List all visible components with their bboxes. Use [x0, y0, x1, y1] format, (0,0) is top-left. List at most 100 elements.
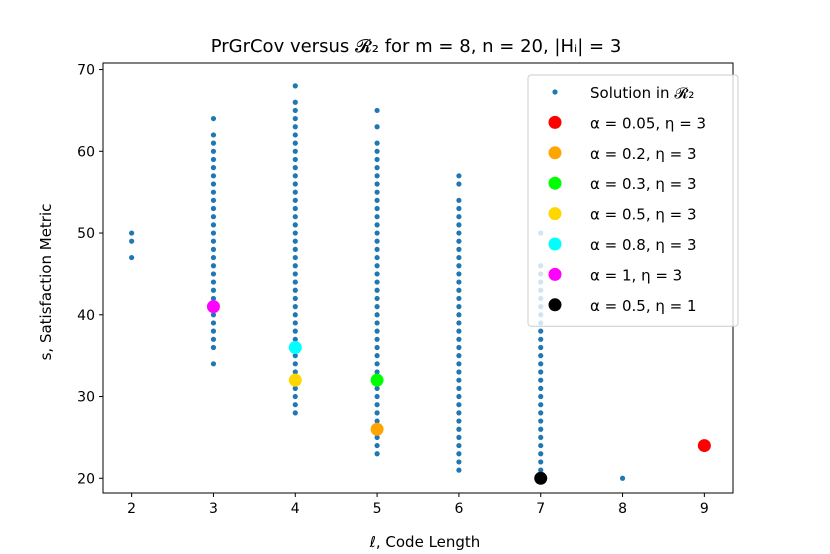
solution-point [374, 442, 380, 449]
solution-point [292, 197, 298, 203]
solution-point [456, 467, 462, 473]
solution-point [292, 107, 298, 114]
solution-point [456, 304, 462, 310]
solution-point [292, 295, 298, 302]
solution-point [456, 353, 462, 359]
legend: Solution in 𝓡₂ α = 0.05, η = 3 α = 0.2, η … [527, 74, 739, 327]
solution-point [292, 304, 298, 310]
solution-point [374, 410, 380, 416]
solution-point [210, 320, 217, 326]
solution-point [374, 107, 380, 114]
solution-point [210, 361, 217, 367]
solution-point [538, 426, 544, 432]
solution-point [456, 222, 462, 228]
solution-point [292, 238, 298, 244]
solution-point [210, 156, 217, 163]
solution-point [210, 140, 217, 146]
x-tick-label: 4 [291, 501, 300, 517]
solution-point [292, 385, 298, 391]
x-tick-label: 6 [454, 501, 463, 517]
solution-point [210, 263, 217, 269]
solution-point [456, 410, 462, 416]
solution-point [456, 361, 462, 367]
solution-point [456, 418, 462, 424]
solution-point [210, 238, 217, 244]
solution-point [292, 156, 298, 163]
solution-point [292, 230, 298, 236]
highlight-point [370, 373, 384, 387]
solution-point [374, 254, 380, 261]
x-tick-label: 5 [373, 501, 382, 517]
solution-point [456, 451, 462, 457]
highlight-point [206, 300, 220, 314]
solution-point [292, 246, 298, 252]
solution-point [292, 402, 298, 408]
solution-point [538, 336, 544, 342]
axis-ticks: 2 3 4 5 6 7 8 9 20 30 40 50 60 70 [77, 63, 709, 517]
solution-point [292, 214, 298, 220]
solution-point [374, 385, 380, 391]
solution-point [292, 165, 298, 171]
solution-point [374, 238, 380, 244]
solution-point [538, 418, 544, 424]
y-tick-label: 50 [77, 226, 95, 242]
solution-point [538, 369, 544, 375]
legend-label: α = 0.3, η = 3 [590, 175, 697, 193]
solution-point [374, 148, 380, 154]
legend-label: α = 0.5, η = 1 [590, 297, 697, 315]
solution-point [456, 336, 462, 342]
solution-point [456, 279, 462, 285]
solution-point [538, 434, 544, 441]
solution-point [292, 189, 298, 195]
solution-point [538, 393, 544, 400]
solution-point [456, 434, 462, 441]
solution-point [456, 402, 462, 408]
solution-point [456, 230, 462, 236]
solution-point [374, 124, 380, 130]
x-tick-label: 2 [127, 501, 136, 517]
solution-point [456, 181, 462, 187]
solution-point [456, 271, 462, 277]
solution-point [210, 295, 217, 302]
solution-point [210, 132, 217, 138]
solution-point [210, 287, 217, 293]
solution-point [129, 238, 135, 244]
solution-point [210, 115, 217, 122]
solution-point [456, 287, 462, 293]
legend-marker [548, 146, 562, 160]
y-tick-label: 40 [77, 308, 95, 324]
x-tick-label: 9 [700, 501, 709, 517]
solution-point [129, 254, 135, 261]
legend-marker [548, 115, 562, 129]
solution-point [210, 336, 217, 342]
legend-label: α = 0.2, η = 3 [590, 145, 697, 163]
solution-point [538, 451, 544, 457]
solution-point [210, 312, 217, 318]
solution-point [292, 312, 298, 318]
solution-point [456, 459, 462, 465]
solution-point [374, 214, 380, 220]
solution-point [292, 279, 298, 285]
solution-point [538, 410, 544, 416]
solution-point [374, 222, 380, 228]
data-points [129, 83, 711, 485]
solution-point [456, 197, 462, 203]
legend-label: α = 1, η = 3 [590, 266, 682, 284]
solution-point [292, 181, 298, 187]
solution-point [292, 99, 298, 105]
solution-point [210, 214, 217, 220]
solution-point [374, 173, 380, 179]
legend-label: α = 0.5, η = 3 [590, 206, 697, 224]
solution-point [374, 344, 380, 351]
solution-point [456, 320, 462, 326]
y-tick-label: 30 [77, 390, 95, 406]
solution-point [538, 353, 544, 359]
solution-point [374, 165, 380, 171]
solution-point [538, 442, 544, 449]
solution-point [374, 434, 380, 441]
solution-point [374, 230, 380, 236]
solution-point [210, 230, 217, 236]
solution-point [210, 205, 217, 212]
solution-point [374, 393, 380, 400]
